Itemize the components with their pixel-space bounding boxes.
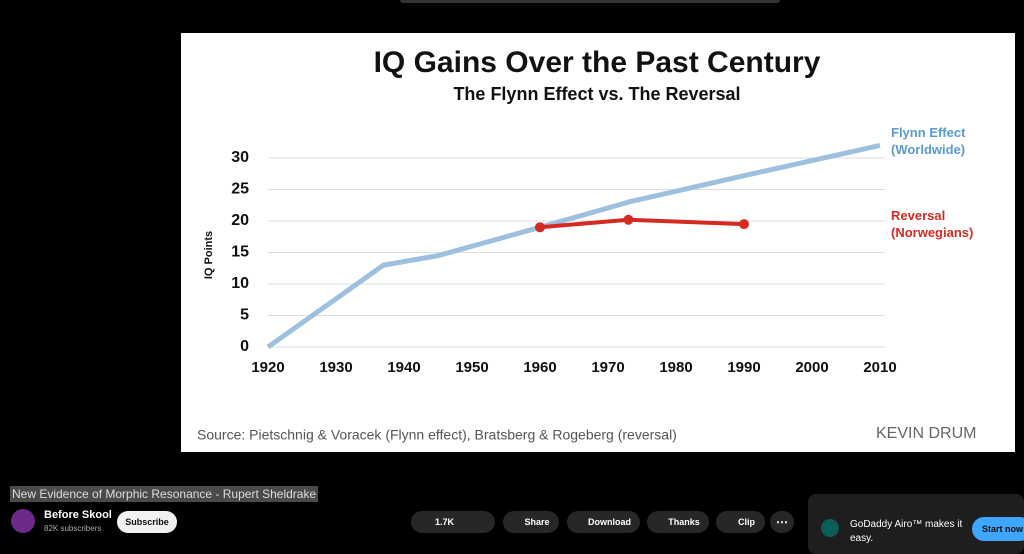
y-tick-label: 20	[231, 212, 249, 229]
share-button[interactable]: Share	[503, 511, 559, 533]
thanks-button[interactable]: Thanks	[647, 511, 709, 533]
y-axis-label: IQ Points	[203, 231, 215, 279]
chart-title: IQ Gains Over the Past Century	[374, 46, 821, 79]
more-button[interactable]: ⋯	[770, 511, 794, 533]
x-tick-label: 2010	[863, 359, 896, 376]
video-frame: IQ Gains Over the Past Century The Flynn…	[181, 33, 1015, 452]
legend-entry: Reversal (Norwegians)	[891, 208, 974, 240]
x-tick-label: 1930	[319, 359, 352, 376]
x-tick-label: 1970	[591, 359, 624, 376]
y-tick-label: 15	[231, 244, 249, 261]
download-button[interactable]: Download	[567, 511, 640, 533]
video-title[interactable]: New Evidence of Morphic Resonance - Rupe…	[10, 486, 319, 502]
subscribe-button[interactable]: Subscribe	[117, 511, 177, 533]
chart-subtitle: The Flynn Effect vs. The Reversal	[453, 84, 740, 104]
point	[535, 222, 545, 233]
ad-text: GoDaddy Airo™ makes it easy.	[850, 519, 963, 544]
y-tick-label: 10	[231, 275, 249, 292]
y-tick-label: 5	[240, 307, 249, 324]
channel-avatar[interactable]	[11, 509, 35, 533]
page: IQ Gains Over the Past Century The Flynn…	[10, 0, 1024, 554]
y-tick-label: 30	[231, 149, 249, 166]
y-tick-label: 25	[231, 181, 249, 198]
credit: KEVIN DRUM	[876, 425, 976, 442]
ad-button[interactable]: Start now	[972, 517, 1024, 541]
x-tick-label: 1940	[387, 359, 420, 376]
x-tick-label: 1960	[523, 359, 556, 376]
legend-entry: Flynn Effect (Worldwide)	[891, 125, 966, 157]
chart-background	[181, 33, 1015, 452]
point	[623, 214, 634, 225]
x-tick-label: 1990	[727, 359, 760, 376]
ad-icon	[821, 519, 839, 537]
like-button[interactable]: 1.7K	[411, 511, 495, 533]
x-tick-label: 1920	[251, 359, 284, 376]
channel-name[interactable]: Before Skool	[44, 509, 112, 521]
source: Source: Pietschnig & Voracek (Flynn effe…	[197, 427, 677, 443]
clip-button[interactable]: Clip	[716, 511, 765, 533]
y-tick-label: 0	[240, 338, 249, 355]
subscriber-count: 82K subscribers	[44, 524, 102, 533]
x-tick-label: 1980	[659, 359, 692, 376]
x-tick-label: 1950	[455, 359, 488, 376]
x-tick-label: 2000	[795, 359, 828, 376]
search-bar[interactable]	[400, 0, 780, 3]
point	[739, 219, 749, 230]
